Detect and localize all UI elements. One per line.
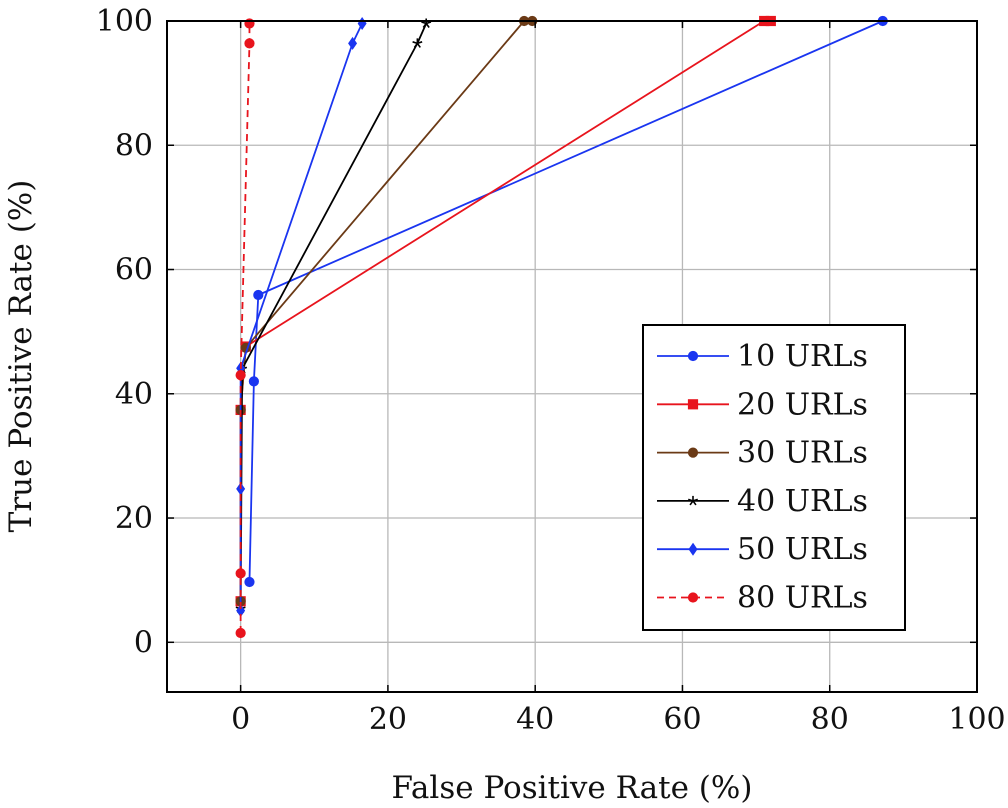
legend-label: 20 URLs <box>737 387 868 422</box>
legend-item: 20 URLs <box>657 387 868 422</box>
data-point <box>235 370 246 381</box>
data-point <box>412 38 423 48</box>
x-tick-label: 0 <box>231 702 250 737</box>
legend-label: 10 URLs <box>737 339 868 374</box>
x-tick-label: 80 <box>811 702 849 737</box>
data-point-ray <box>412 41 418 45</box>
data-point <box>248 376 259 387</box>
y-tick-label: 20 <box>115 501 153 536</box>
data-point <box>235 627 246 639</box>
data-point <box>348 36 358 50</box>
legend-item: 40 URLs <box>657 484 868 519</box>
y-tick-label: 0 <box>134 625 153 660</box>
series-line <box>239 23 251 633</box>
data-point <box>421 18 432 29</box>
legend-label: 50 URLs <box>737 532 868 567</box>
legend-marker <box>687 350 699 362</box>
data-point <box>235 568 246 579</box>
x-axis-label: False Positive Rate (%) <box>392 770 753 806</box>
series-0 <box>244 15 888 588</box>
x-tick-label: 100 <box>948 702 1005 737</box>
series-line <box>239 23 428 609</box>
y-tick-label: 100 <box>96 4 153 39</box>
y-tick-label: 80 <box>115 128 153 163</box>
legend-marker <box>687 447 699 458</box>
legend-item: 10 URLs <box>657 339 868 374</box>
legend-item: 50 URLs <box>657 532 868 567</box>
series-4 <box>236 16 367 618</box>
legend-label: 80 URLs <box>737 581 868 616</box>
legend-marker <box>688 542 698 556</box>
data-point <box>244 576 255 588</box>
series-line <box>239 20 533 602</box>
series-line <box>248 20 884 583</box>
legend: 10 URLs 20 URLs 30 URLs 40 URLs 50 URLs 80 UR… <box>642 324 906 631</box>
plot-frame <box>166 20 978 693</box>
x-tick-label: 40 <box>516 702 554 737</box>
legend-marker <box>687 592 699 603</box>
x-tick-label: 20 <box>369 702 407 737</box>
legend-marker <box>687 495 699 506</box>
legend-marker <box>687 399 699 410</box>
series-5 <box>235 18 255 639</box>
legend-box <box>642 324 906 631</box>
legend-label: 40 URLs <box>737 484 868 519</box>
legend-item: 80 URLs <box>657 581 868 616</box>
series-line <box>239 23 363 611</box>
series-layer <box>235 15 888 639</box>
x-tick-label: 60 <box>663 702 701 737</box>
legend-label: 30 URLs <box>737 436 868 471</box>
tick-layer: 0 20 40 60 80 100 0 20 40 60 80 100 <box>96 4 1006 737</box>
data-point <box>244 38 255 49</box>
y-axis-label: True Positive Rate (%) <box>3 180 39 533</box>
data-point <box>253 289 264 301</box>
data-point-ray <box>421 21 427 25</box>
y-tick-label: 60 <box>115 253 153 288</box>
series-3 <box>235 18 432 614</box>
legend-item: 30 URLs <box>657 436 868 471</box>
legend-marker-ray <box>687 498 694 502</box>
y-tick-label: 40 <box>115 377 153 412</box>
